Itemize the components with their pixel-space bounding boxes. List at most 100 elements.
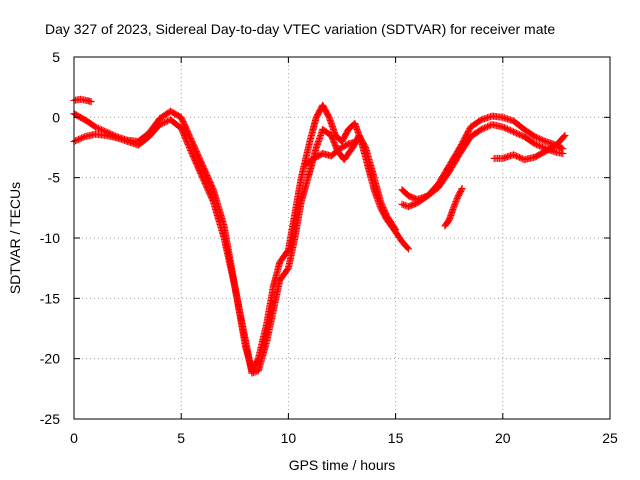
- data-point-fill: [514, 153, 522, 161]
- data-point-fill: [453, 195, 461, 203]
- data-point-fill: [186, 145, 194, 153]
- series-midday-branch: [302, 137, 361, 168]
- data-point: [531, 140, 539, 148]
- series-afternoon-lower: [398, 121, 567, 211]
- data-point-fill: [180, 132, 188, 140]
- data-point: [561, 131, 569, 139]
- data-point: [87, 98, 95, 106]
- data-point-fill: [453, 196, 461, 204]
- data-point-fill: [401, 201, 409, 209]
- data-point-fill: [251, 368, 259, 376]
- chart-title: Day 327 of 2023, Sidereal Day-to-day VTE…: [45, 21, 555, 37]
- data-point-fill: [534, 134, 542, 142]
- data-point-fill: [457, 186, 465, 194]
- data-point-fill: [250, 369, 258, 377]
- data-point-fill: [157, 120, 165, 128]
- data-point-fill: [178, 126, 186, 134]
- data-point-fill: [451, 199, 459, 207]
- data-point: [398, 200, 406, 208]
- y-tick-label: 5: [52, 49, 60, 65]
- data-point: [458, 185, 466, 193]
- axis-ticks: 0 5 10 15 20 25 5 0 -5 -10 -15 -20 -25: [40, 49, 618, 446]
- data-point-fill: [517, 131, 525, 139]
- data-points: [70, 95, 569, 377]
- y-tick-label: -15: [40, 290, 60, 306]
- data-point: [248, 369, 256, 377]
- data-point-fill: [160, 119, 168, 127]
- data-point-fill: [182, 136, 190, 144]
- data-point-fill: [503, 125, 511, 133]
- data-point-fill: [505, 126, 513, 134]
- data-point-fill: [537, 143, 545, 151]
- data-point-fill: [403, 244, 411, 252]
- data-point-fill: [500, 124, 508, 132]
- data-point: [499, 123, 507, 131]
- data-point: [531, 133, 539, 141]
- data-point-fill: [179, 129, 187, 137]
- data-point-fill: [482, 123, 490, 131]
- data-point-fill: [75, 135, 83, 143]
- data-point-fill: [178, 127, 186, 135]
- data-point: [477, 125, 485, 133]
- data-point-fill: [540, 137, 548, 145]
- data-point-fill: [517, 154, 525, 162]
- series-start-hump: [70, 95, 95, 106]
- data-point-fill: [95, 124, 103, 132]
- data-point-fill: [184, 141, 192, 149]
- data-point-fill: [537, 135, 545, 143]
- data-point: [156, 121, 164, 129]
- data-point-fill: [532, 141, 540, 149]
- data-point-fill: [159, 119, 167, 127]
- data-point-fill: [187, 147, 195, 155]
- data-point-fill: [181, 133, 189, 141]
- data-point-fill: [391, 224, 399, 232]
- data-point-fill: [451, 201, 459, 209]
- data-point-fill: [185, 142, 193, 150]
- grid-lines: [74, 57, 610, 419]
- series-late-fragment: [441, 185, 466, 230]
- data-point-fill: [508, 127, 516, 135]
- y-tick-label: -10: [40, 230, 60, 246]
- y-tick-label: -5: [48, 170, 61, 186]
- x-tick-label: 10: [281, 430, 297, 446]
- data-point-fill: [483, 123, 491, 131]
- y-tick-label: 0: [52, 109, 60, 125]
- data-point-fill: [79, 133, 87, 141]
- data-point-fill: [560, 133, 568, 141]
- data-point-fill: [513, 129, 521, 137]
- y-tick-label: -25: [40, 411, 60, 427]
- data-point-fill: [93, 124, 101, 132]
- x-tick-label: 5: [177, 430, 185, 446]
- data-point-fill: [479, 125, 487, 133]
- data-point: [510, 151, 518, 159]
- data-point-fill: [532, 133, 540, 141]
- data-point: [510, 128, 518, 136]
- data-point-fill: [502, 124, 510, 132]
- data-point: [559, 150, 567, 158]
- data-point-fill: [162, 118, 170, 126]
- series-main-lower: [70, 116, 400, 377]
- y-axis-label: SDTVAR / TECUs: [7, 182, 23, 294]
- data-point-fill: [511, 129, 519, 137]
- data-point-fill: [182, 135, 190, 143]
- data-point-fill: [506, 126, 514, 134]
- data-point-fill: [184, 139, 192, 147]
- data-point: [404, 245, 412, 253]
- data-point-fill: [536, 142, 544, 150]
- data-point: [392, 226, 400, 234]
- data-point-fill: [514, 130, 522, 138]
- y-tick-label: -20: [40, 351, 60, 367]
- data-point-fill: [536, 135, 544, 143]
- data-point-fill: [534, 141, 542, 149]
- data-point-fill: [72, 137, 80, 145]
- data-point-fill: [516, 153, 524, 161]
- data-point-fill: [183, 138, 191, 146]
- data-point-fill: [180, 130, 188, 138]
- data-point-fill: [76, 135, 84, 143]
- x-tick-label: 25: [602, 430, 618, 446]
- data-point-fill: [400, 201, 408, 209]
- data-point-fill: [485, 122, 493, 130]
- data-point-fill: [450, 202, 458, 210]
- data-point: [177, 124, 185, 132]
